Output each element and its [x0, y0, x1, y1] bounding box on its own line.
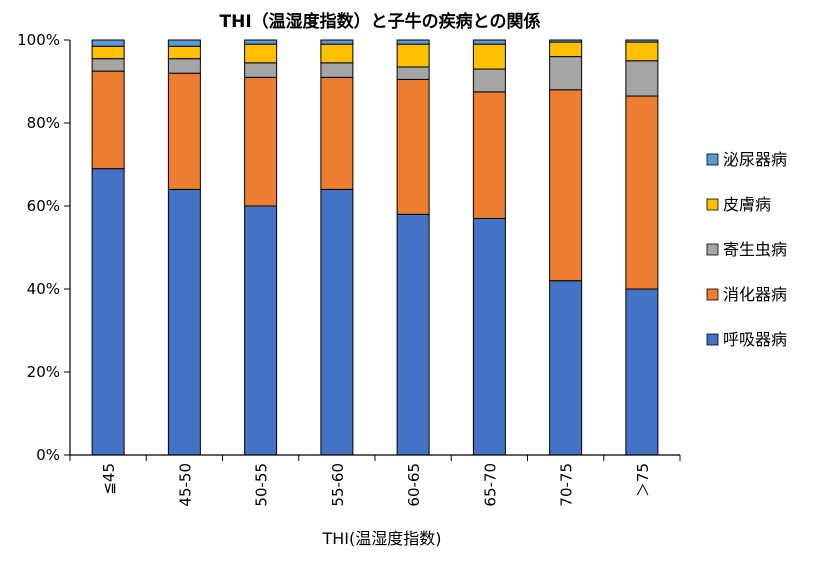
- bar-segment-3-2: [320, 62, 354, 78]
- x-tick-label: 50-55: [253, 463, 271, 507]
- y-tick-label: 20%: [27, 363, 60, 381]
- bar-segment-0-1: [91, 70, 125, 170]
- x-tick-label: 65-70: [481, 463, 499, 507]
- bar-segment-3-3: [320, 43, 354, 64]
- y-tick-label: 80%: [27, 114, 60, 132]
- chart-title: THI（温湿度指数）と子牛の疾病との関係: [220, 11, 541, 32]
- x-tick-label: ≦45: [100, 463, 118, 495]
- bar-segment-3-4: [320, 39, 354, 45]
- bar-segment-1-4: [167, 39, 201, 47]
- bar-segment-1-2: [167, 58, 201, 74]
- bar-segment-6-4: [549, 39, 583, 43]
- bar-segment-3-1: [320, 76, 354, 190]
- bar-segment-5-4: [472, 39, 506, 45]
- bar-segment-1-3: [167, 45, 201, 60]
- y-tick-label: 0%: [36, 446, 60, 464]
- x-axis-label: THI(温湿度指数): [321, 529, 441, 548]
- bar-segment-5-2: [472, 68, 506, 93]
- legend-swatch: [706, 333, 719, 346]
- legend-swatch: [706, 153, 719, 166]
- bar-segment-7-2: [625, 60, 659, 97]
- bar-segment-6-2: [549, 56, 583, 91]
- y-tick-label: 40%: [27, 280, 60, 298]
- bar-segment-2-0: [244, 205, 278, 456]
- legend-label: 消化器病: [723, 285, 787, 304]
- bar-segment-0-2: [91, 58, 125, 72]
- bar-segment-4-3: [396, 43, 430, 68]
- legend-swatch: [706, 198, 719, 211]
- bar-segment-0-3: [91, 45, 125, 60]
- x-tick-label: 60-65: [405, 463, 423, 507]
- bar-segment-2-4: [244, 39, 278, 45]
- bar-segment-6-1: [549, 89, 583, 282]
- x-tick-label: 70-75: [558, 463, 576, 507]
- bar-segment-4-4: [396, 39, 430, 45]
- legend-label: 寄生虫病: [723, 240, 787, 259]
- bar-segment-1-0: [167, 188, 201, 456]
- y-tick-label: 60%: [27, 197, 60, 215]
- legend-swatch: [706, 288, 719, 301]
- x-tick-label: 55-60: [329, 463, 347, 507]
- bar-segment-6-0: [549, 280, 583, 456]
- y-tick-label: 100%: [17, 31, 60, 49]
- bar-segment-2-1: [244, 76, 278, 207]
- x-tick-label: 45-50: [176, 463, 194, 507]
- bar-segment-5-1: [472, 91, 506, 219]
- bar-segment-4-0: [396, 213, 430, 456]
- bar-segment-2-3: [244, 43, 278, 64]
- x-axis-ticks: ≦45 45-50 50-55 55-60 60-65 65-70 70-75 ＞75: [69, 455, 681, 507]
- legend-label: 呼吸器病: [723, 330, 787, 349]
- legend-label: 泌尿器病: [723, 150, 787, 169]
- bar-segment-2-2: [244, 62, 278, 78]
- bar-segment-7-0: [625, 288, 659, 456]
- bar-segment-0-4: [91, 39, 125, 47]
- bar-segment-0-0: [91, 168, 125, 456]
- bar-segment-7-3: [625, 41, 659, 62]
- bar-segment-3-0: [320, 188, 354, 456]
- x-tick-label: ＞75: [634, 463, 652, 497]
- y-axis-ticks: 0% 20% 40% 60% 80% 100%: [17, 31, 70, 464]
- bar-segment-7-1: [625, 95, 659, 290]
- bar-segment-4-1: [396, 78, 430, 215]
- bar-segment-1-1: [167, 72, 201, 190]
- bar-segment-5-0: [472, 217, 506, 456]
- bar-segment-6-3: [549, 41, 583, 58]
- legend-swatch: [706, 243, 719, 256]
- bar-segment-5-3: [472, 43, 506, 70]
- plot-area: [69, 39, 680, 456]
- legend-label: 皮膚病: [723, 195, 771, 214]
- bar-segment-4-2: [396, 66, 430, 80]
- bar-segment-7-4: [625, 39, 659, 43]
